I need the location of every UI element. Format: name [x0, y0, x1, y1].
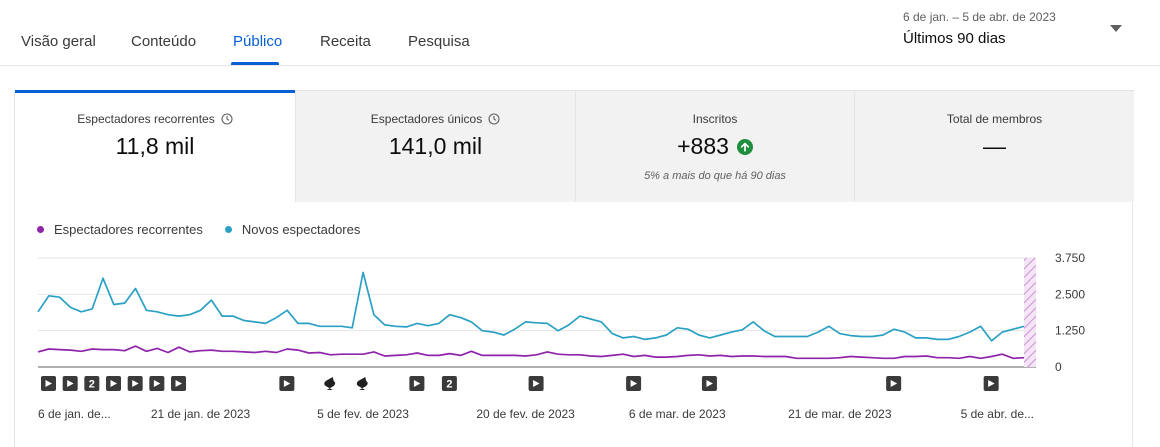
metric-title-text: Espectadores únicos [370, 112, 483, 126]
y-tick-label: 1.250 [1055, 324, 1085, 338]
metric-title-text: Espectadores recorrentes [77, 112, 215, 126]
tab-visao-geral[interactable]: Visão geral [21, 33, 96, 50]
tab-publico[interactable]: Público [233, 33, 283, 50]
metric-tab-unique-viewers[interactable]: Espectadores únicos 141,0 mil [295, 90, 575, 202]
metric-tab-total-members[interactable]: Total de membros — [854, 90, 1134, 202]
audience-card: Espectadores recorrentes 11,8 mil Espect… [14, 90, 1134, 447]
dropdown-caret-icon[interactable] [1110, 25, 1122, 32]
audience-line-chart[interactable]: 0 1.250 2.500 3.750 2 2 6 de jan. de... 21 de… [0, 240, 1160, 430]
legend-item-returning[interactable]: Espectadores recorrentes [37, 222, 203, 237]
shorts-icon[interactable] [324, 377, 336, 390]
video-marker-icon[interactable] [127, 376, 143, 391]
date-range-label: Últimos 90 dias [903, 30, 1006, 47]
x-tick-label: 5 de abr. de... [961, 407, 1034, 421]
x-tick-label: 5 de fev. de 2023 [317, 407, 409, 421]
x-tick-label: 20 de fev. de 2023 [476, 407, 575, 421]
grouped-videos-marker[interactable]: 2 [84, 376, 100, 391]
date-range-selector[interactable]: 6 de jan. – 5 de abr. de 2023 Últimos 90… [903, 10, 1143, 50]
tab-receita[interactable]: Receita [320, 33, 371, 50]
x-tick-label: 6 de jan. de... [38, 407, 111, 421]
metric-value: 11,8 mil [115, 133, 195, 159]
metric-value-row: +883 [576, 133, 854, 160]
video-marker-icon[interactable] [62, 376, 78, 391]
metric-comparison-note: 5% a mais do que há 90 dias [644, 170, 786, 182]
video-marker-icon[interactable] [528, 376, 544, 391]
svg-text:2: 2 [446, 379, 452, 391]
metric-tab-returning-viewers[interactable]: Espectadores recorrentes 11,8 mil [15, 90, 295, 202]
series-line[interactable] [37, 271, 1025, 342]
y-tick-label: 2.500 [1055, 287, 1085, 301]
metric-title: Espectadores únicos [296, 112, 575, 126]
active-tab-indicator [231, 62, 279, 65]
trend-up-icon [736, 138, 753, 155]
video-marker-icon[interactable] [626, 376, 642, 391]
x-tick-label: 6 de mar. de 2023 [629, 407, 726, 421]
metric-value: 141,0 mil [388, 133, 483, 159]
x-tick-label: 21 de jan. de 2023 [151, 407, 251, 421]
legend-dot-icon [224, 225, 232, 233]
video-marker-icon[interactable] [106, 376, 122, 391]
date-range-dates: 6 de jan. – 5 de abr. de 2023 [903, 10, 1056, 24]
tab-conteudo[interactable]: Conteúdo [131, 33, 197, 50]
legend-dot-icon [37, 225, 44, 233]
legend-item-new[interactable]: Novos espectadores [224, 221, 361, 237]
video-marker-icon[interactable] [171, 376, 187, 391]
partial-data-region [1024, 258, 1036, 367]
video-marker-icon[interactable] [149, 376, 165, 391]
series-line[interactable] [37, 345, 1025, 360]
metric-title: Espectadores recorrentes [15, 112, 295, 126]
video-marker-icon[interactable] [409, 376, 425, 391]
clock-icon [221, 113, 233, 125]
y-tick-label: 3.750 [1055, 251, 1085, 265]
tab-pesquisa[interactable]: Pesquisa [408, 33, 470, 50]
svg-text:2: 2 [89, 379, 95, 391]
metric-value: — [983, 133, 1006, 159]
clock-icon [488, 113, 500, 125]
video-marker-icon[interactable] [886, 376, 902, 391]
shorts-icon[interactable] [356, 377, 368, 390]
metric-value: +883 [677, 133, 729, 159]
video-marker-icon[interactable] [41, 376, 56, 391]
video-marker-icon[interactable] [279, 376, 295, 391]
grouped-videos-marker[interactable]: 2 [441, 376, 457, 391]
legend-label: Espectadores recorrentes [54, 221, 203, 237]
video-marker-icon[interactable] [983, 376, 999, 391]
metric-tab-subscribers[interactable]: Inscritos +883 5% a mais do que há 90 di… [575, 90, 854, 202]
analytics-tab-bar: Visão geral Conteúdo Público Receita Pes… [0, 0, 1160, 66]
video-marker-icon[interactable] [701, 376, 717, 391]
legend-label: Novos espectadores [241, 221, 361, 237]
chart-legend: Espectadores recorrentes Novos espectado… [37, 221, 382, 237]
y-tick-label: 0 [1055, 360, 1062, 374]
metric-title: Total de membros [946, 112, 1043, 126]
metric-title: Inscritos [692, 112, 738, 126]
x-tick-label: 21 de mar. de 2023 [788, 407, 892, 421]
